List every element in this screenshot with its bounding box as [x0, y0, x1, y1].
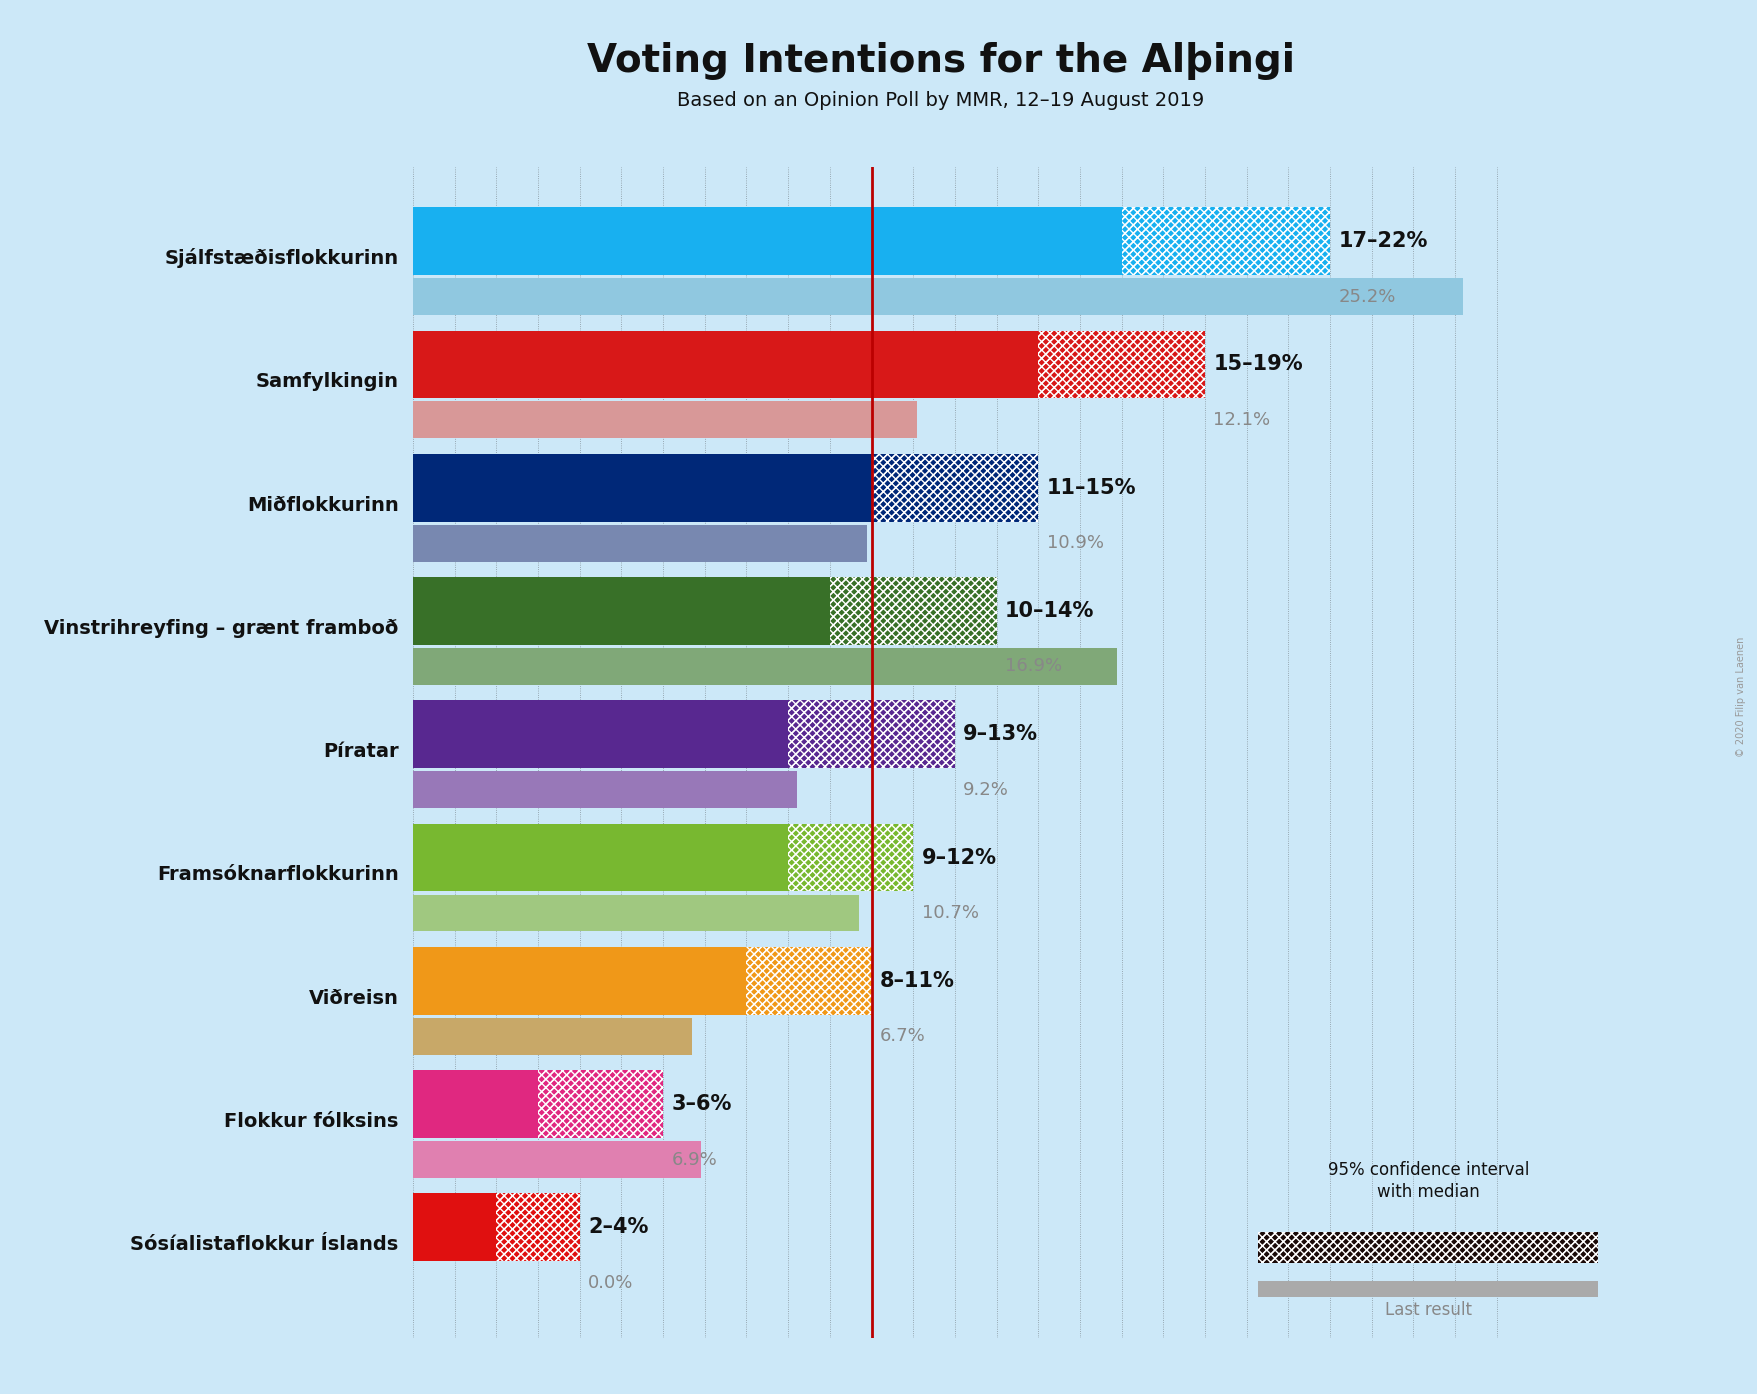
Bar	[413, 279, 1462, 315]
Bar	[413, 577, 829, 645]
Bar	[829, 577, 996, 645]
Text: Samfylkingin: Samfylkingin	[255, 372, 399, 392]
Text: Based on an Opinion Poll by MMR, 12–19 August 2019: Based on an Opinion Poll by MMR, 12–19 A…	[676, 91, 1204, 110]
Text: 95% confidence interval: 95% confidence interval	[1327, 1161, 1529, 1179]
Bar	[413, 700, 787, 768]
Bar	[413, 454, 871, 521]
Bar	[495, 1193, 580, 1262]
Bar	[538, 1071, 662, 1138]
Bar	[1038, 330, 1204, 399]
Bar	[495, 1193, 580, 1262]
Text: © 2020 Filip van Laenen: © 2020 Filip van Laenen	[1734, 637, 1745, 757]
Bar	[1121, 208, 1328, 275]
Text: 25.2%: 25.2%	[1337, 287, 1395, 305]
Text: with median: with median	[1376, 1184, 1479, 1202]
Bar	[787, 700, 954, 768]
Text: Píratar: Píratar	[323, 742, 399, 761]
Bar	[1038, 330, 1204, 399]
Bar	[413, 401, 917, 439]
Bar	[413, 895, 859, 931]
Text: Voting Intentions for the Alþingi: Voting Intentions for the Alþingi	[587, 42, 1293, 79]
Text: 10–14%: 10–14%	[1005, 601, 1093, 620]
Bar	[1121, 208, 1328, 275]
Text: 9.2%: 9.2%	[963, 781, 1009, 799]
Text: Vinstrihreyfing – grænt framboð: Vinstrihreyfing – grænt framboð	[44, 619, 399, 638]
Text: 11–15%: 11–15%	[1045, 478, 1135, 498]
Bar	[829, 577, 996, 645]
Text: 0.0%: 0.0%	[589, 1274, 633, 1292]
Bar	[787, 700, 954, 768]
Bar	[1258, 1281, 1597, 1296]
Text: Viðreisn: Viðreisn	[309, 988, 399, 1008]
Text: 15–19%: 15–19%	[1212, 354, 1302, 375]
Text: 10.9%: 10.9%	[1045, 534, 1103, 552]
Text: 2–4%: 2–4%	[589, 1217, 648, 1238]
Bar	[871, 454, 1038, 521]
Text: 17–22%: 17–22%	[1337, 231, 1427, 251]
Text: 10.7%: 10.7%	[921, 903, 979, 921]
Bar	[413, 648, 1117, 684]
Text: Last result: Last result	[1385, 1302, 1471, 1319]
Text: Framsóknarflokkurinn: Framsóknarflokkurinn	[156, 866, 399, 884]
Bar	[413, 208, 1121, 275]
Bar	[413, 1071, 538, 1138]
Text: 9–12%: 9–12%	[921, 848, 996, 867]
Bar	[413, 824, 787, 891]
Bar	[413, 947, 747, 1015]
Text: 8–11%: 8–11%	[878, 970, 954, 991]
Bar	[413, 1142, 701, 1178]
Bar	[1258, 1232, 1597, 1263]
Text: 12.1%: 12.1%	[1212, 411, 1270, 429]
Bar	[413, 771, 796, 809]
Bar	[787, 824, 912, 891]
Text: 6.7%: 6.7%	[878, 1027, 926, 1046]
Text: Sjálfstæðisflokkurinn: Sjálfstæðisflokkurinn	[165, 248, 399, 269]
Text: 9–13%: 9–13%	[963, 725, 1038, 744]
Bar	[538, 1071, 662, 1138]
Text: 16.9%: 16.9%	[1005, 658, 1061, 676]
Bar	[747, 947, 871, 1015]
Bar	[413, 330, 1038, 399]
Bar	[413, 1193, 495, 1262]
Bar	[747, 947, 871, 1015]
Bar	[787, 824, 912, 891]
Bar	[413, 524, 866, 562]
Text: 3–6%: 3–6%	[671, 1094, 731, 1114]
Bar	[1258, 1232, 1597, 1263]
Bar	[871, 454, 1038, 521]
Text: Miðflokkurinn: Miðflokkurinn	[246, 495, 399, 514]
Text: Flokkur fólksins: Flokkur fólksins	[225, 1112, 399, 1131]
Bar	[413, 1018, 692, 1055]
Text: Sósíalistaflokkur Íslands: Sósíalistaflokkur Íslands	[130, 1235, 399, 1255]
Text: 6.9%: 6.9%	[671, 1150, 717, 1168]
